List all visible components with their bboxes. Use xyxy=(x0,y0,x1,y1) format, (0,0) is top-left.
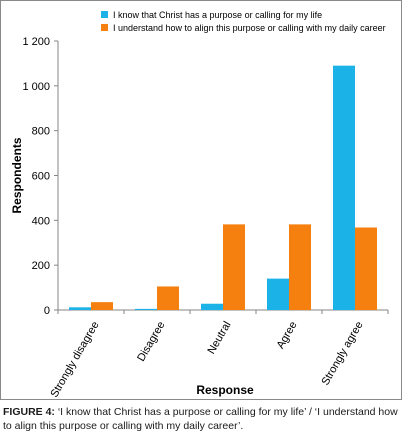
y-tick-label: 800 xyxy=(32,126,50,138)
x-tick-label: Strongly disagree xyxy=(48,320,101,400)
chart-frame: 0 200 400 600 800 1 000 1 200 Strongly disagree… xyxy=(0,0,402,400)
bar-chart: 0 200 400 600 800 1 000 1 200 Strongly disagree… xyxy=(10,10,389,400)
x-tick-label: Strongly agree xyxy=(319,320,365,388)
caption-text: ‘I know that Christ has a purpose or cal… xyxy=(3,406,398,432)
x-tick-label: Agree xyxy=(275,320,300,351)
bar-align-3 xyxy=(289,224,311,310)
y-tick-label: 200 xyxy=(32,260,50,272)
legend-swatch xyxy=(101,24,108,31)
y-tick-label: 1 000 xyxy=(22,81,50,93)
x-tick-label: Disagree xyxy=(135,320,167,364)
bar-align-4 xyxy=(355,227,377,310)
y-axis-title: Respondents xyxy=(10,137,24,213)
caption-label: FIGURE 4: xyxy=(3,406,55,418)
bar-purpose-2 xyxy=(201,303,223,310)
bar-purpose-4 xyxy=(333,65,355,311)
bar-align-0 xyxy=(91,302,113,310)
x-tick-label: Neutral xyxy=(205,320,233,357)
figure-caption: FIGURE 4: ‘I know that Christ has a purp… xyxy=(3,405,401,433)
bar-align-2 xyxy=(223,224,245,310)
legend-label: I know that Christ has a purpose or call… xyxy=(113,10,322,20)
legend-label: I understand how to align this purpose o… xyxy=(113,23,386,33)
bar-align-1 xyxy=(157,286,179,310)
y-tick-label: 0 xyxy=(44,305,50,317)
bar-purpose-1 xyxy=(135,308,157,310)
bar-purpose-0 xyxy=(69,307,91,310)
y-tick-label: 400 xyxy=(32,215,50,227)
legend-swatch xyxy=(101,11,108,18)
y-tick-label: 600 xyxy=(32,171,50,183)
bar-purpose-3 xyxy=(267,278,289,310)
x-axis-title: Response xyxy=(196,383,254,397)
y-tick-label: 1 200 xyxy=(22,36,50,48)
